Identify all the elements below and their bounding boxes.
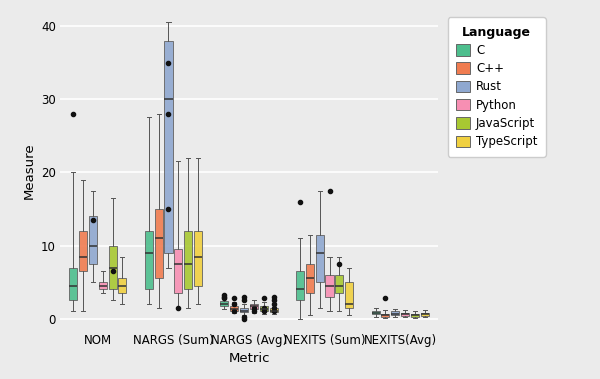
PathPatch shape (269, 308, 278, 312)
PathPatch shape (421, 313, 429, 316)
PathPatch shape (391, 312, 400, 315)
PathPatch shape (411, 314, 419, 316)
X-axis label: Metric: Metric (228, 352, 270, 365)
PathPatch shape (220, 301, 229, 306)
PathPatch shape (325, 275, 334, 297)
Legend: C, C++, Rust, Python, JavaScript, TypeScript: C, C++, Rust, Python, JavaScript, TypeSc… (448, 17, 546, 157)
PathPatch shape (250, 304, 258, 309)
PathPatch shape (109, 246, 116, 290)
PathPatch shape (345, 282, 353, 308)
PathPatch shape (240, 308, 248, 312)
PathPatch shape (230, 305, 238, 312)
Y-axis label: Measure: Measure (22, 142, 35, 199)
PathPatch shape (382, 314, 389, 316)
PathPatch shape (306, 264, 314, 293)
PathPatch shape (89, 216, 97, 264)
PathPatch shape (401, 313, 409, 316)
PathPatch shape (184, 231, 192, 290)
PathPatch shape (194, 231, 202, 286)
PathPatch shape (174, 249, 182, 293)
PathPatch shape (145, 231, 153, 290)
PathPatch shape (118, 279, 127, 293)
PathPatch shape (79, 231, 87, 271)
PathPatch shape (260, 305, 268, 312)
PathPatch shape (164, 41, 173, 253)
PathPatch shape (371, 312, 380, 314)
PathPatch shape (316, 235, 324, 282)
PathPatch shape (296, 271, 304, 301)
PathPatch shape (98, 282, 107, 290)
PathPatch shape (155, 209, 163, 279)
PathPatch shape (69, 268, 77, 301)
PathPatch shape (335, 275, 343, 293)
